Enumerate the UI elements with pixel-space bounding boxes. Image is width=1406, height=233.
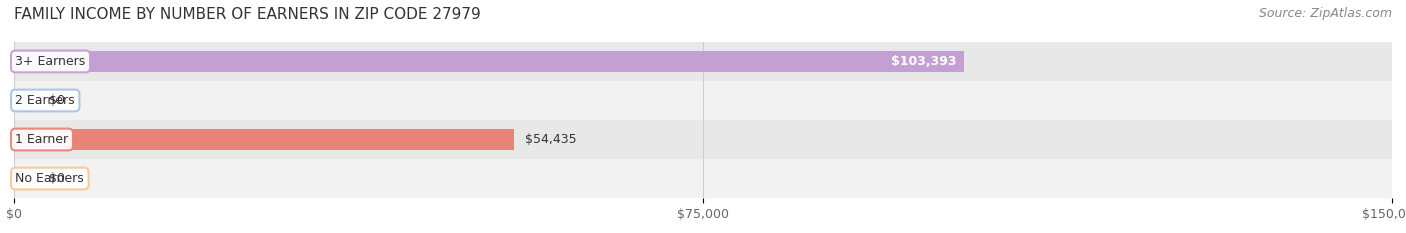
Text: No Earners: No Earners xyxy=(15,172,84,185)
Bar xyxy=(14,90,31,111)
Text: $54,435: $54,435 xyxy=(524,133,576,146)
Bar xyxy=(14,81,1392,120)
Text: $0: $0 xyxy=(48,172,65,185)
Text: FAMILY INCOME BY NUMBER OF EARNERS IN ZIP CODE 27979: FAMILY INCOME BY NUMBER OF EARNERS IN ZI… xyxy=(14,7,481,22)
Bar xyxy=(14,120,1392,159)
Bar xyxy=(14,42,1392,81)
Text: $103,393: $103,393 xyxy=(891,55,957,68)
Text: 2 Earners: 2 Earners xyxy=(15,94,75,107)
Text: Source: ZipAtlas.com: Source: ZipAtlas.com xyxy=(1258,7,1392,20)
Bar xyxy=(14,168,31,189)
Bar xyxy=(14,129,515,150)
Text: 1 Earner: 1 Earner xyxy=(15,133,69,146)
Bar xyxy=(14,159,1392,198)
Bar xyxy=(14,51,965,72)
Text: 3+ Earners: 3+ Earners xyxy=(15,55,86,68)
Text: $0: $0 xyxy=(48,94,65,107)
